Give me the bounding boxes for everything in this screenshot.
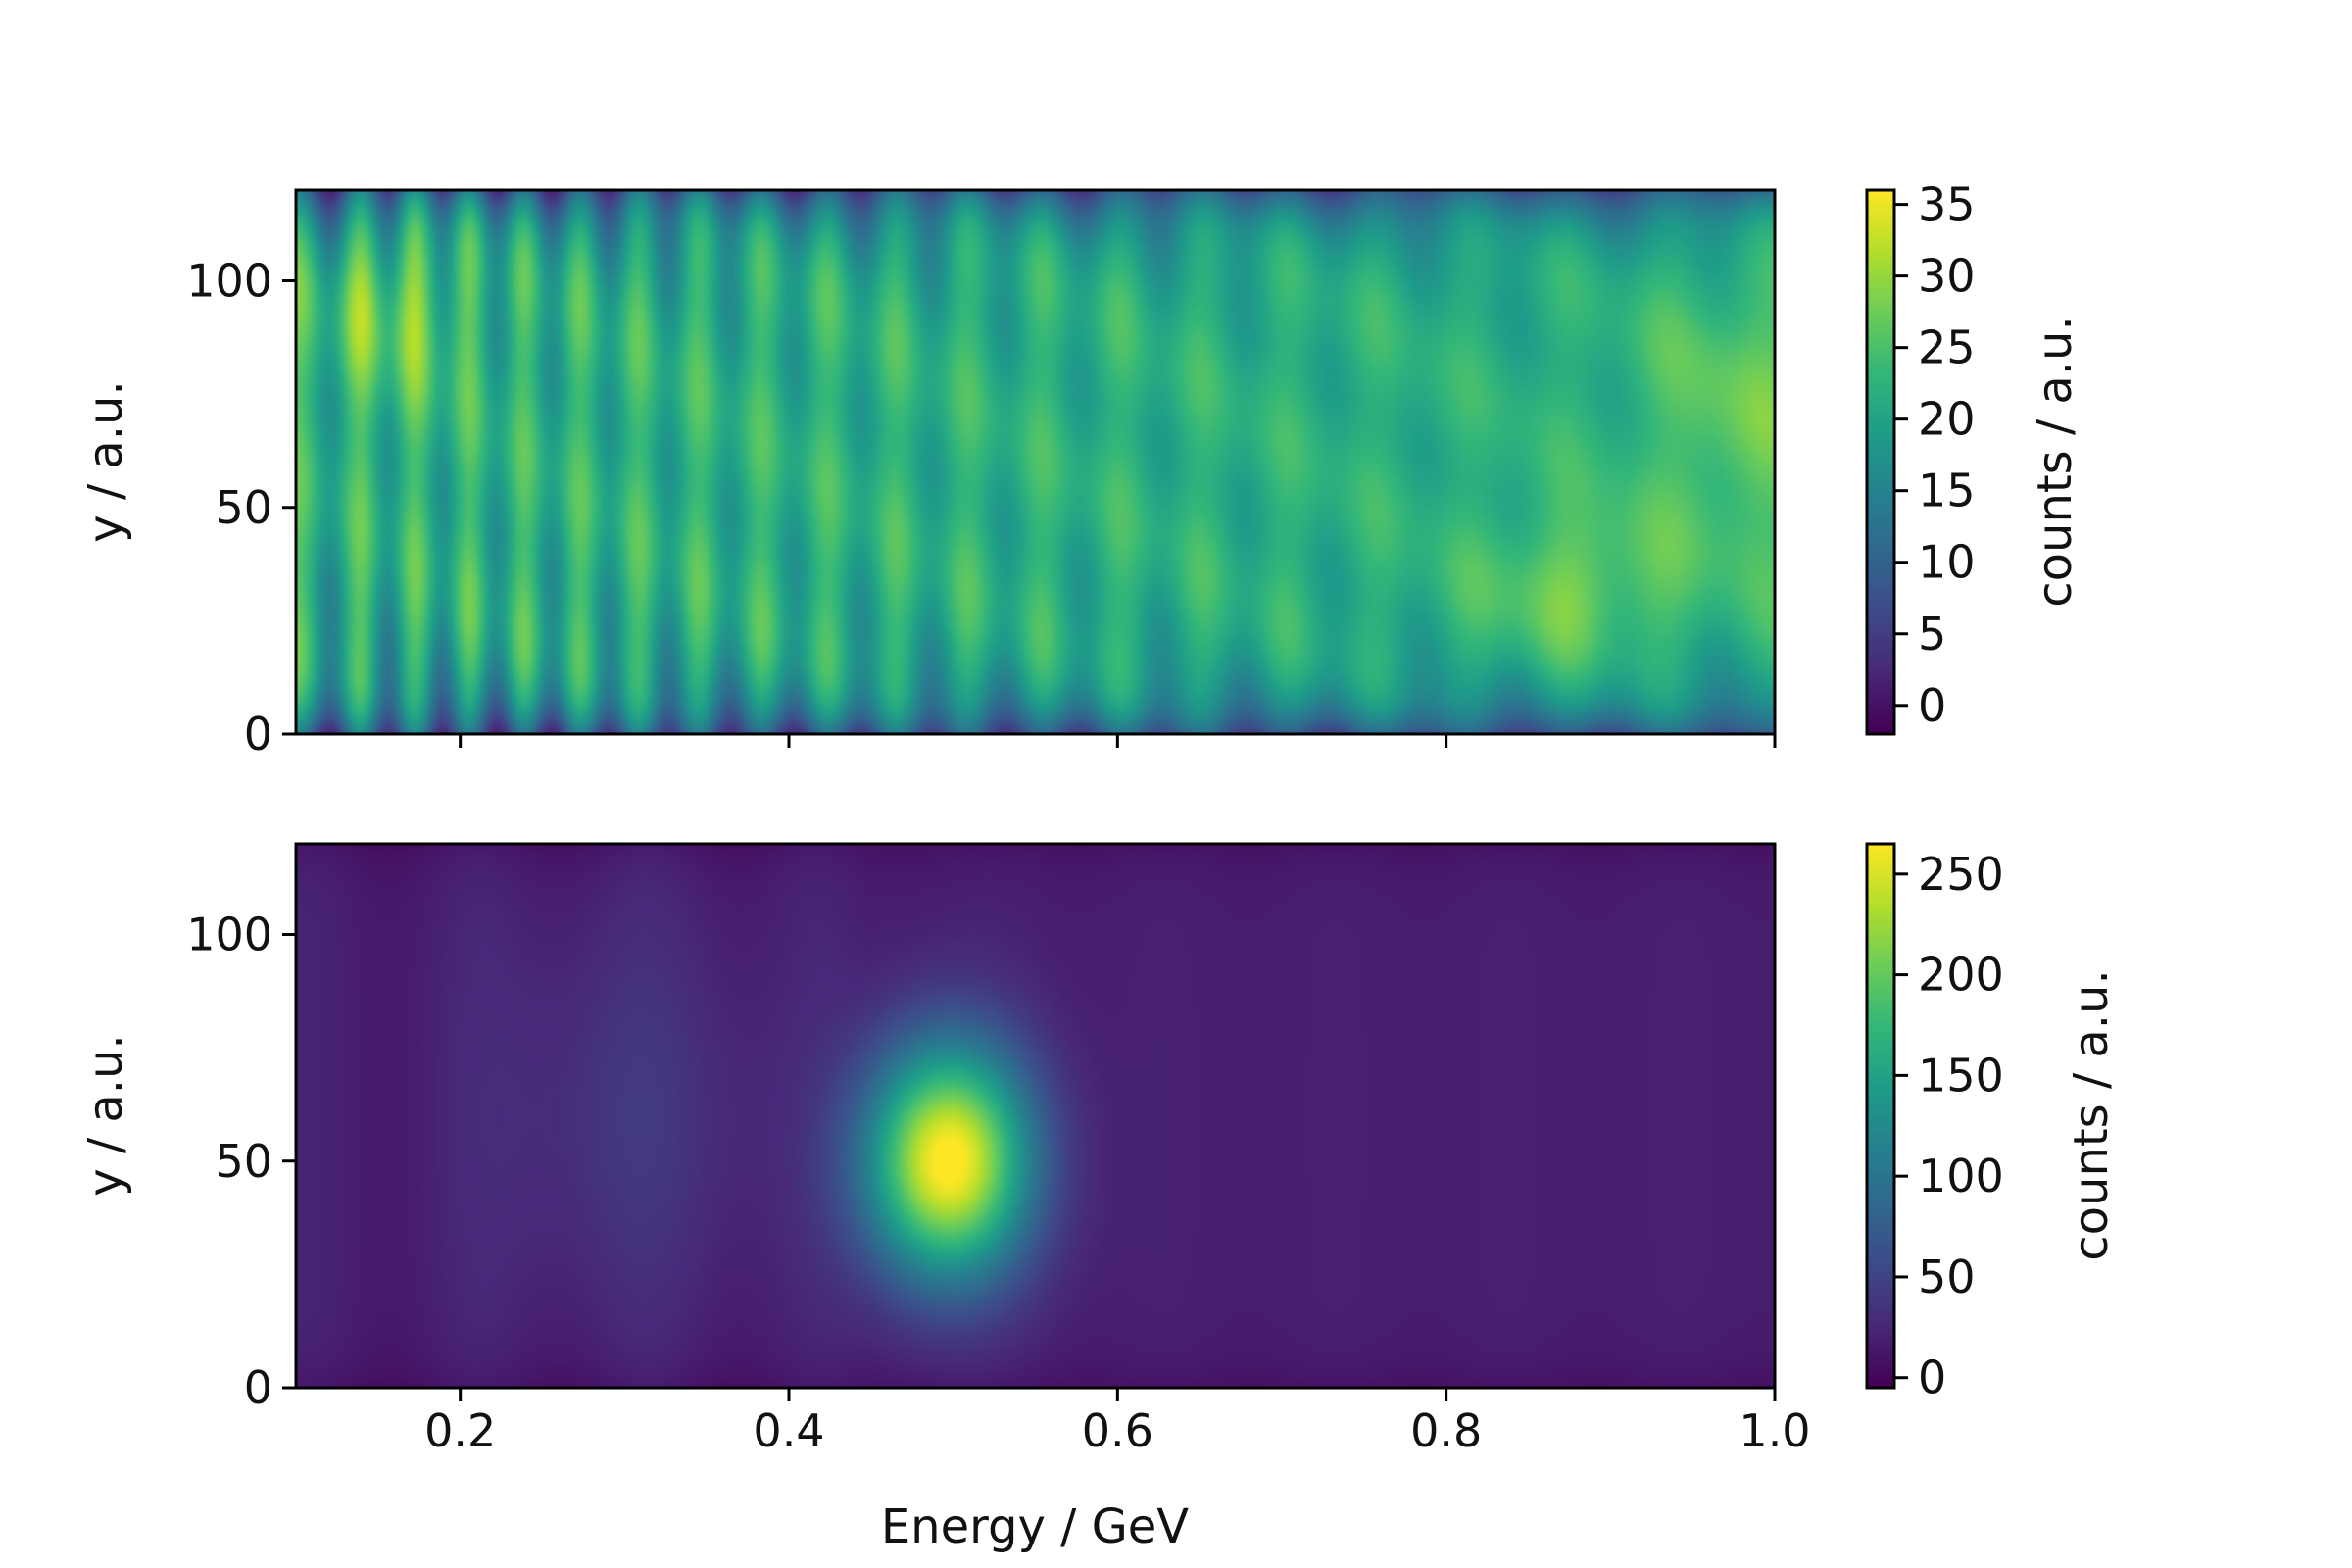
bottom-panel: 0.2 0.4 0.6 0.8 1.0 0 50 100 y / a.u. Energy /…: [78, 842, 2119, 1554]
top-colorbar-tick-label: 15: [1918, 465, 1976, 517]
bottom-colorbar-frame: [1865, 842, 1896, 1390]
bottom-x-ticks: 0.2 0.4 0.6 0.8 1.0: [424, 1388, 1811, 1457]
bot-x-tick-label: 0.8: [1410, 1404, 1482, 1457]
top-heatmap-image: [296, 190, 1775, 734]
top-colorbar-tick-label: 10: [1918, 536, 1976, 589]
top-y-tick-label: 100: [186, 255, 272, 308]
top-y-ticks: 0 50 100: [186, 255, 296, 760]
top-colorbar-tick-label: 0: [1918, 679, 1946, 732]
top-colorbar-label: counts / a.u.: [2028, 316, 2082, 607]
bottom-colorbar-ticks: 0 50 100 150 200 250: [1894, 848, 2004, 1404]
top-colorbar-frame: [1865, 188, 1896, 736]
bot-y-tick-label: 50: [215, 1135, 272, 1188]
bot-x-tick-label: 0.6: [1082, 1404, 1153, 1457]
bottom-y-ticks: 0 50 100: [186, 908, 296, 1414]
top-colorbar-tick-label: 35: [1918, 178, 1976, 231]
bottom-heatmap-image: [296, 844, 1775, 1388]
top-y-tick-label: 50: [215, 481, 272, 534]
top-panel: 0 50 100 y / a.u. 0 5 10 15 20 25 30 35 counts / …: [78, 178, 2082, 760]
bot-colorbar-tick-label: 0: [1918, 1351, 1946, 1404]
bot-colorbar-tick-label: 50: [1918, 1250, 1976, 1303]
top-plot-frame: [294, 188, 1777, 736]
top-colorbar-tick-label: 20: [1918, 393, 1976, 446]
bot-colorbar-tick-label: 100: [1918, 1150, 2004, 1202]
bottom-plot-frame: [294, 842, 1777, 1390]
bot-x-tick-label: 1.0: [1739, 1404, 1810, 1457]
bottom-ylabel: y / a.u.: [78, 1034, 133, 1196]
bot-y-tick-label: 0: [244, 1361, 272, 1414]
top-y-tick-label: 0: [244, 708, 272, 760]
top-colorbar-tick-label: 30: [1918, 250, 1976, 303]
top-colorbar-image: [1867, 190, 1894, 734]
top-ylabel: y / a.u.: [78, 380, 133, 542]
bot-y-tick-label: 100: [186, 908, 272, 961]
top-colorbar-tick-label: 5: [1918, 608, 1946, 661]
bottom-xlabel: Energy / GeV: [881, 1499, 1189, 1554]
bot-colorbar-tick-label: 250: [1918, 848, 2004, 901]
bot-colorbar-tick-label: 200: [1918, 949, 2004, 1002]
bot-x-tick-label: 0.2: [424, 1404, 496, 1457]
top-colorbar-ticks: 0 5 10 15 20 25 30 35: [1894, 178, 1976, 732]
top-x-ticks: [459, 734, 1777, 748]
top-colorbar-tick-label: 25: [1918, 321, 1976, 374]
bottom-colorbar-label: counts / a.u.: [2064, 969, 2119, 1260]
bot-x-tick-label: 0.4: [753, 1404, 824, 1457]
bot-colorbar-tick-label: 150: [1918, 1049, 2004, 1102]
bottom-colorbar-image: [1867, 844, 1894, 1388]
